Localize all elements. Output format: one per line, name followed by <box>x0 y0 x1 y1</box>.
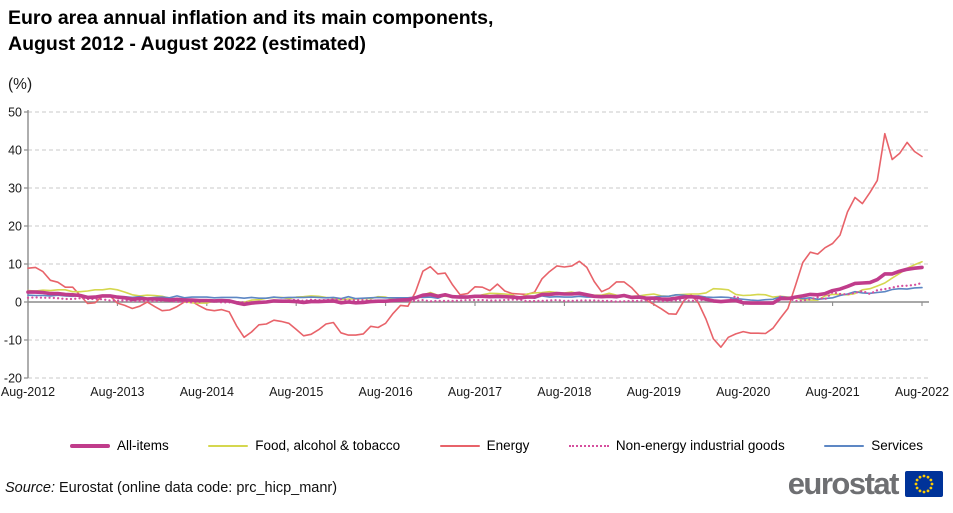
legend-item-non-energy-industrial-goods: Non-energy industrial goods <box>568 438 785 453</box>
chart-title-line2: August 2012 - August 2022 (estimated) <box>8 33 366 55</box>
svg-text:40: 40 <box>8 144 22 158</box>
eurostat-logo: eurostat <box>788 466 943 502</box>
svg-text:Aug-2021: Aug-2021 <box>805 385 859 399</box>
legend-item-services: Services <box>824 438 923 453</box>
legend-label: All-items <box>117 438 169 453</box>
eurostat-logo-text: eurostat <box>787 466 900 501</box>
chart-title: Euro area annual inflation and its main … <box>8 5 493 57</box>
svg-text:Aug-2018: Aug-2018 <box>537 385 591 399</box>
svg-text:0: 0 <box>15 296 22 310</box>
chart-legend: All-items Food, alcohol & tobacco Energy… <box>70 438 923 453</box>
legend-label: Services <box>871 438 923 453</box>
svg-text:Aug-2013: Aug-2013 <box>90 385 144 399</box>
legend-label: Food, alcohol & tobacco <box>255 438 401 453</box>
legend-item-food-alcohol-tobacco: Food, alcohol & tobacco <box>208 438 400 453</box>
source-prefix: Source: <box>5 480 55 496</box>
svg-text:10: 10 <box>8 258 22 272</box>
svg-text:20: 20 <box>8 220 22 234</box>
services-line-swatch <box>824 444 865 447</box>
source-text: Eurostat (online data code: prc_hicp_man… <box>54 480 338 496</box>
svg-text:-20: -20 <box>4 372 22 386</box>
energy-line-swatch <box>439 444 480 447</box>
legend-label: Non-energy industrial goods <box>615 438 785 453</box>
svg-text:50: 50 <box>8 106 22 120</box>
svg-text:Aug-2017: Aug-2017 <box>448 385 502 399</box>
svg-text:Aug-2015: Aug-2015 <box>269 385 323 399</box>
svg-text:Aug-2019: Aug-2019 <box>627 385 681 399</box>
y-axis-unit-label: (%) <box>8 76 33 93</box>
legend-label: Energy <box>486 438 530 453</box>
svg-text:Aug-2022: Aug-2022 <box>895 385 949 399</box>
svg-text:30: 30 <box>8 182 22 196</box>
all-items-line-swatch <box>70 443 110 448</box>
chart-title-line1: Euro area annual inflation and its main … <box>8 7 494 29</box>
svg-text:-10: -10 <box>4 334 22 348</box>
non-energy-dotted-line-swatch <box>568 444 609 447</box>
legend-item-all-items: All-items <box>70 438 169 453</box>
eu-flag-icon <box>905 471 943 497</box>
chart-plot-area: 50 40 30 20 10 0 -10 -20 Aug-2012 Aug-2013 Aug-201… <box>0 100 953 412</box>
svg-text:Aug-2014: Aug-2014 <box>180 385 234 399</box>
food-line-swatch <box>208 444 249 447</box>
svg-text:Aug-2012: Aug-2012 <box>1 385 55 399</box>
svg-text:Aug-2020: Aug-2020 <box>716 385 770 399</box>
source-note: Source: Eurostat (online data code: prc_… <box>5 480 337 496</box>
legend-item-energy: Energy <box>439 438 530 453</box>
svg-text:Aug-2016: Aug-2016 <box>358 385 412 399</box>
